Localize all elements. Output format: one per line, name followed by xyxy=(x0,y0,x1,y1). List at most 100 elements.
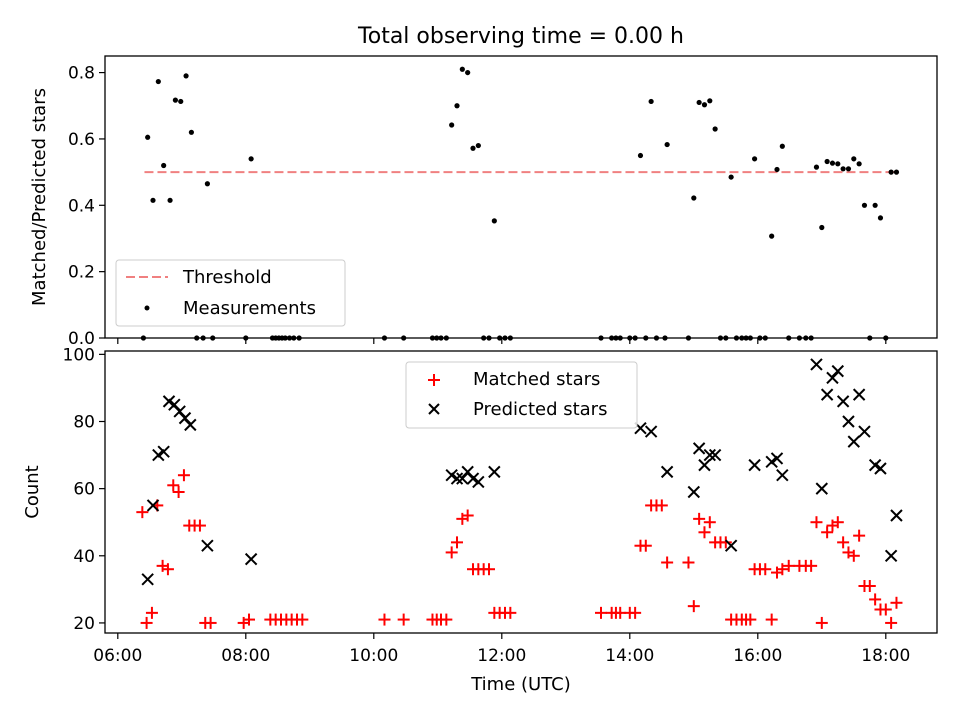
matched-stars-point xyxy=(595,606,607,619)
matched-stars-point xyxy=(445,546,458,559)
matched-stars-point xyxy=(719,536,732,549)
matched-stars-point xyxy=(204,616,217,629)
bottom-legend-box xyxy=(405,361,638,429)
matched-stars-point xyxy=(378,613,391,626)
predicted-stars-point xyxy=(244,552,258,566)
predicted-stars-point xyxy=(141,573,154,586)
predicted-stars-point xyxy=(201,539,214,552)
measurement-point xyxy=(188,129,194,135)
matched-stars-point xyxy=(782,559,795,572)
matched-stars-point xyxy=(136,506,149,519)
matched-stars-point xyxy=(461,509,474,522)
matched-stars-point xyxy=(639,539,652,552)
matched-stars-point xyxy=(661,556,674,569)
x-tick-label: 12:00 xyxy=(477,646,526,666)
matched-stars-point xyxy=(451,536,463,549)
measurement-point xyxy=(145,134,151,140)
measurements-series xyxy=(140,66,900,341)
matched-stars-point xyxy=(161,563,174,576)
predicted-stars-point xyxy=(831,364,845,378)
measurement-point xyxy=(845,166,852,172)
y-tick-label: 100 xyxy=(63,345,95,365)
legend-predicted-label: Predicted stars xyxy=(473,399,607,420)
matched-stars-point xyxy=(703,516,716,529)
measurement-point xyxy=(155,78,161,85)
predicted-stars-point xyxy=(748,458,761,472)
predicted-stars-point xyxy=(488,465,501,479)
measurement-point xyxy=(877,215,884,221)
measurement-point xyxy=(204,181,210,187)
y-tick-label: 0.4 xyxy=(68,196,95,216)
legend-measurements-swatch xyxy=(144,305,150,311)
predicted-stars-point xyxy=(724,539,738,552)
x-tick-label: 08:00 xyxy=(221,646,270,666)
x-tick-label: 14:00 xyxy=(605,646,654,666)
top-axis-ticks: 0.0 0.2 0.4 0.6 0.8 xyxy=(68,64,887,349)
legend-matched-label: Matched stars xyxy=(473,369,600,390)
x-axis-label: Time (UTC) xyxy=(470,674,571,695)
top-plot-frame xyxy=(104,55,938,339)
measurement-point xyxy=(183,73,189,79)
measurement-point xyxy=(712,126,718,132)
bottom-axis-ticks: 06:00 08:00 10:00 12:00 14:00 16:00 18:00 20 40 6… xyxy=(63,345,911,666)
matched-stars-point xyxy=(243,613,255,626)
predicted-stars-point xyxy=(884,549,898,562)
matched-stars-point xyxy=(682,556,695,569)
matched-stars-point xyxy=(805,559,818,572)
matched-stars-point xyxy=(167,479,180,492)
matched-stars-point xyxy=(853,529,866,542)
y-tick-label: 0.2 xyxy=(68,263,95,283)
measurement-point xyxy=(707,98,713,104)
x-tick-label: 06:00 xyxy=(93,646,142,666)
predicted-stars-point xyxy=(184,418,197,432)
measurement-point xyxy=(696,99,702,106)
y-tick-label: 60 xyxy=(73,480,95,500)
matched-stars-point xyxy=(177,469,190,482)
matched-stars-point xyxy=(483,563,495,576)
matched-stars-point xyxy=(687,600,700,613)
predicted-stars-point xyxy=(770,452,784,465)
measurement-point xyxy=(248,156,254,162)
predicted-stars-point xyxy=(450,472,464,485)
predicted-stars-point xyxy=(836,395,850,408)
count-series xyxy=(136,358,903,629)
measurement-point xyxy=(824,158,830,165)
measurement-point xyxy=(637,152,644,159)
matched-stars-point xyxy=(879,603,892,616)
predicted-stars-point xyxy=(858,425,871,438)
measurement-point xyxy=(167,197,173,203)
measurement-point xyxy=(888,169,894,175)
bottom-plot-frame xyxy=(104,350,938,634)
measurement-point xyxy=(835,161,841,167)
measurement-point xyxy=(150,197,156,203)
top-y-axis-label: Matched/Predicted stars xyxy=(29,88,50,306)
measurement-point xyxy=(491,218,497,224)
top-legend-box xyxy=(115,259,346,327)
y-tick-label: 20 xyxy=(73,614,95,634)
measurement-point xyxy=(752,156,758,162)
measurement-point xyxy=(851,156,857,162)
matched-stars-point xyxy=(810,516,823,529)
measurement-point xyxy=(691,195,697,201)
y-tick-label: 0.0 xyxy=(68,329,95,349)
matched-stars-point xyxy=(869,593,882,606)
measurement-point xyxy=(449,122,455,128)
x-tick-label: 10:00 xyxy=(349,646,398,666)
measurement-point xyxy=(475,142,481,149)
measurement-point xyxy=(470,145,476,151)
measurement-point xyxy=(465,69,471,76)
matched-stars-point xyxy=(815,616,828,629)
predicted-stars-point xyxy=(708,448,722,462)
predicted-stars-point xyxy=(815,482,829,495)
measurement-point xyxy=(872,202,878,208)
matched-stars-point xyxy=(776,563,789,576)
matched-stars-point xyxy=(765,613,778,626)
chart-title: Total observing time = 0.00 h xyxy=(357,24,684,49)
matched-stars-point xyxy=(296,613,309,626)
predicted-stars-point xyxy=(810,358,823,371)
matched-stars-point xyxy=(693,512,706,525)
y-tick-label: 40 xyxy=(73,547,95,567)
bottom-panel: 06:00 08:00 10:00 12:00 14:00 16:00 18:00 20 40 6… xyxy=(22,345,938,695)
matched-stars-point xyxy=(831,516,844,529)
